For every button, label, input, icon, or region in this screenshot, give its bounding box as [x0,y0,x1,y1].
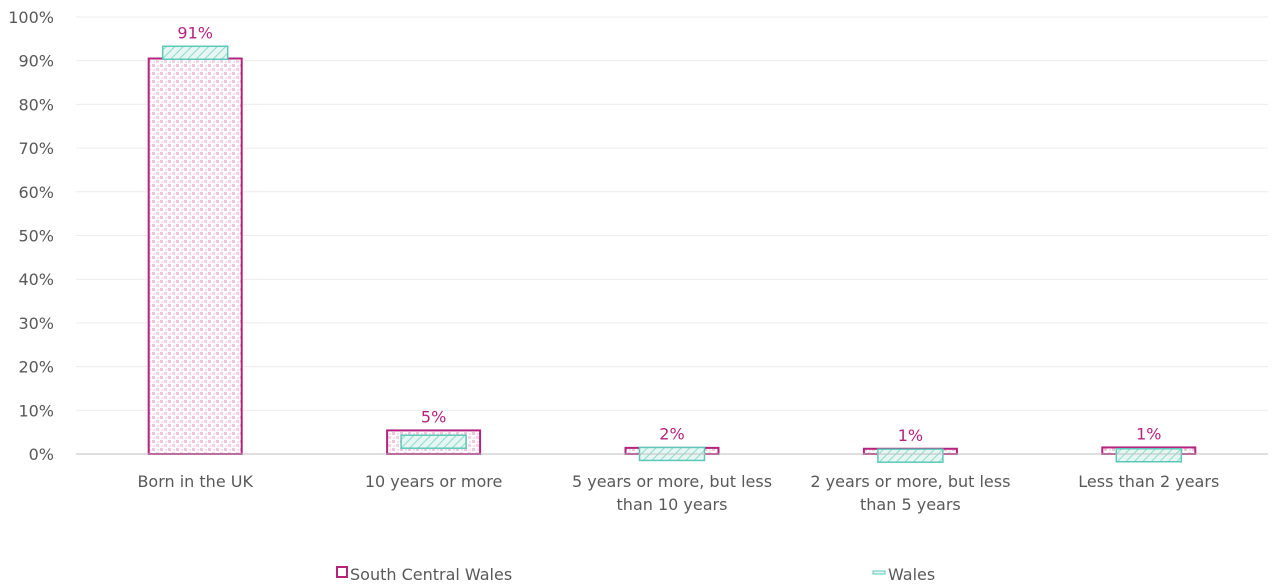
y-tick-label: 70% [18,139,54,158]
data-label: 2% [659,424,684,443]
marker-wales [400,434,467,449]
y-tick-label: 40% [18,270,54,289]
y-tick-label: 50% [18,227,54,246]
marker-wales [1115,448,1183,463]
y-tick-label: 100% [8,8,54,27]
legend-swatch-wales [872,570,886,575]
bars: 91% 5% 2% 1% 1% [147,23,1197,463]
legend-label-south-central-wales: South Central Wales [350,565,512,584]
x-tick-label: than 5 years [860,495,961,514]
x-tick-label: Less than 2 years [1078,472,1219,491]
x-tick-label: Born in the UK [137,472,253,491]
bar-south-central-wales [147,57,243,455]
marker-wales [161,45,229,61]
marker-wales [877,448,944,463]
data-label: 1% [898,426,923,445]
x-tick-label: 5 years or more, but less [572,472,772,491]
y-tick-label: 60% [18,183,54,202]
data-label: 91% [177,23,213,42]
x-tick-label: 10 years or more [365,472,502,491]
y-tick-label: 30% [18,314,54,333]
data-label: 1% [1136,424,1161,443]
data-label: 5% [421,407,446,426]
x-tick-label: than 10 years [617,495,728,514]
x-axis: Born in the UK 10 years or more 5 years or… [76,453,1268,514]
legend: South Central Wales Wales [336,565,935,584]
legend-label-wales: Wales [888,565,935,584]
gridlines [76,16,1268,411]
y-tick-label: 10% [18,401,54,420]
y-axis: 0% 10% 20% 30% 40% 50% 60% 70% 80% 90% 100% [8,8,54,464]
y-tick-label: 20% [18,358,54,377]
y-tick-label: 0% [29,445,54,464]
legend-swatch-south-central-wales [336,566,348,578]
y-tick-label: 90% [18,52,54,71]
y-tick-label: 80% [18,95,54,114]
x-tick-label: 2 years or more, but less [810,472,1010,491]
